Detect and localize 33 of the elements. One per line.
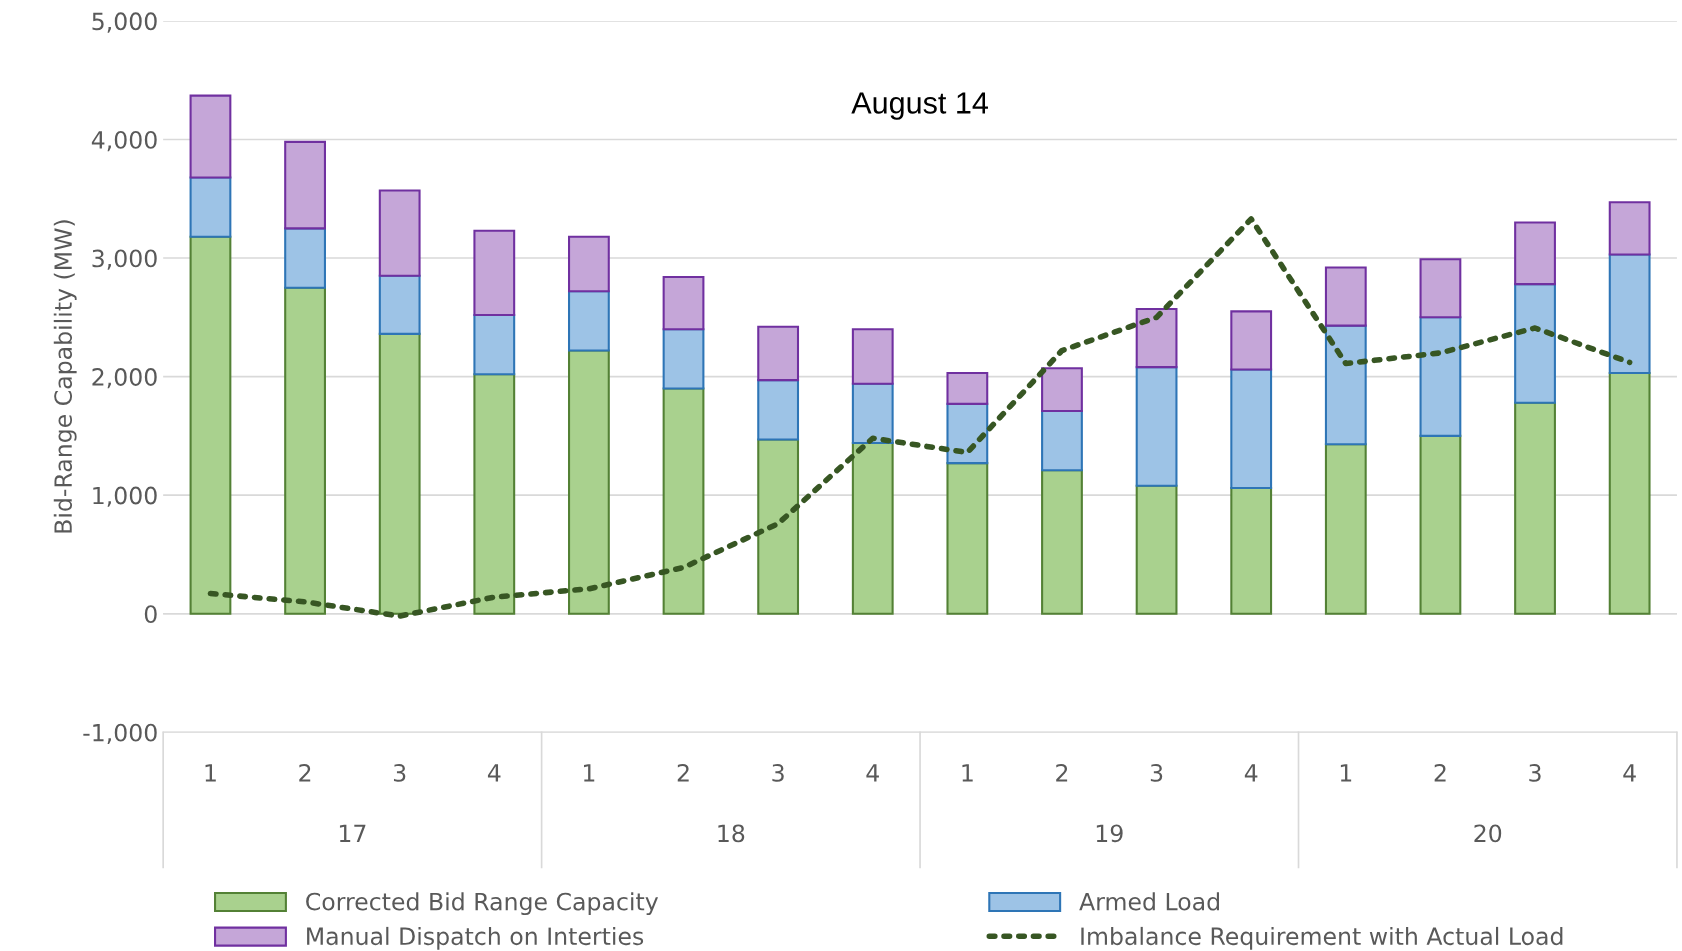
legend-label: Corrected Bid Range Capacity (306, 892, 659, 916)
x-tick-label: 4 (487, 764, 501, 782)
x-tick-label: 4 (866, 764, 879, 782)
x-tick-label: 3 (1150, 763, 1163, 782)
x-tick-label: 1 (583, 764, 595, 782)
x-tick-label: 2 (299, 763, 311, 782)
x-tick-label: 4 (1623, 764, 1636, 782)
legend-label: Armed Load (1079, 892, 1219, 911)
x-tick-label: 2 (1434, 763, 1446, 782)
x-tick-label: 2 (677, 763, 689, 782)
x-tick-label: 3 (772, 763, 784, 782)
text: 20 (1474, 824, 1502, 843)
text: 18 (718, 824, 745, 843)
y-tick-label: 3,000 (92, 249, 157, 270)
x-tick-label: 1 (205, 764, 216, 782)
y-tick-label: 2,000 (92, 368, 157, 389)
x-tick-label: 1 (1340, 764, 1352, 782)
legend-label: Imbalance Requirement with Actual Load (1081, 926, 1563, 950)
text: 17 (339, 824, 366, 842)
y-tick-label: 1,000 (93, 486, 157, 507)
x-tick-label: 1 (962, 764, 973, 782)
y-tick-label: 4,000 (91, 130, 157, 152)
text: August 14 (851, 92, 988, 120)
legend-label: Manual Dispatch on Interties (307, 926, 644, 950)
x-tick-label: 2 (1056, 763, 1068, 782)
y-tick-label: -1,000 (83, 723, 157, 744)
y-tick-label: 5,000 (92, 12, 157, 33)
x-tick-label: 4 (1244, 764, 1258, 782)
text: 19 (1096, 824, 1123, 843)
y-axis-title: Bid-Range Capability (MW) (53, 220, 77, 533)
y-tick-label: 0 (144, 605, 157, 624)
x-tick-label: 3 (1529, 763, 1541, 782)
x-tick-label: 3 (393, 763, 406, 782)
